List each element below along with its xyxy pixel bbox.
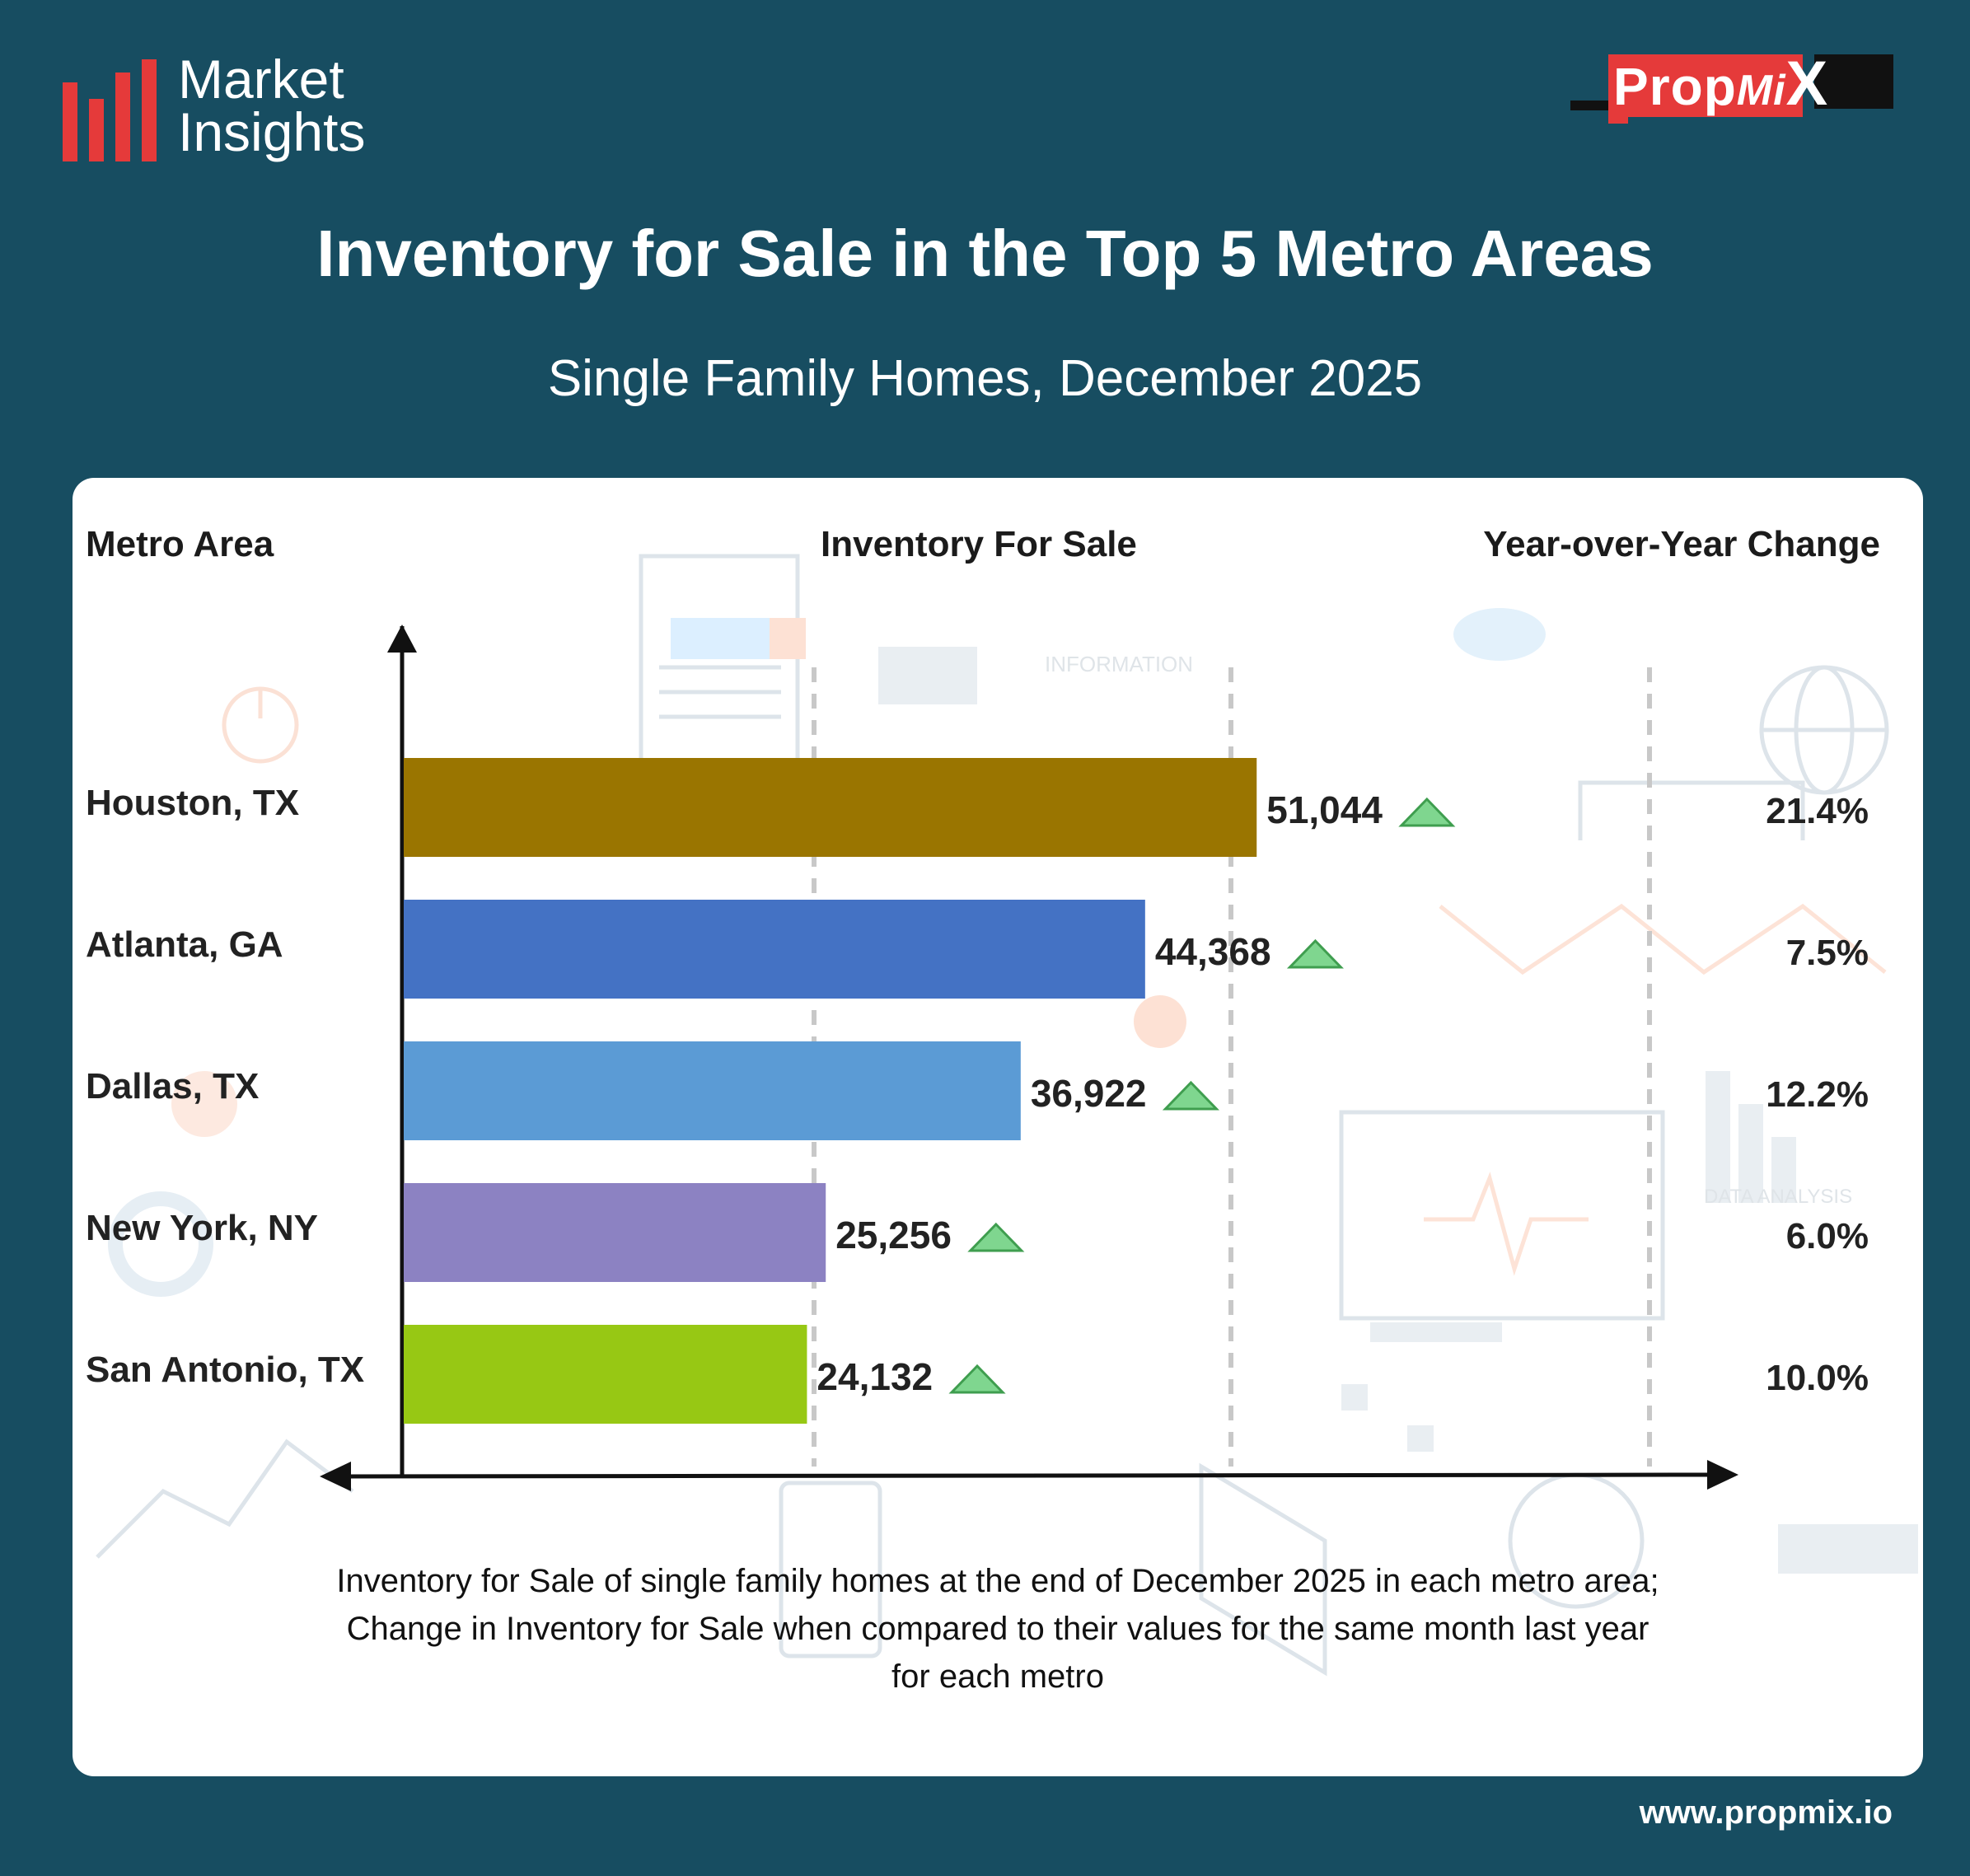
- chart-title: Inventory for Sale in the Top 5 Metro Ar…: [316, 217, 1654, 290]
- logo-red-block: [1608, 54, 1803, 117]
- chart-caption: Inventory for Sale of single family home…: [73, 1557, 1923, 1701]
- logo-red-tick: [1608, 112, 1628, 124]
- trend-up-icon-1: [1398, 797, 1456, 827]
- metro-label-5: San Antonio, TX: [86, 1350, 365, 1390]
- trend-up-icon-2: [1286, 938, 1344, 969]
- bar-chart-logo-icon: [63, 59, 157, 161]
- logo-x: X: [1785, 49, 1829, 119]
- bar-2: [404, 900, 1145, 999]
- x-axis-line: [344, 1472, 1713, 1479]
- logo-wordmark: PropMiX: [1613, 53, 1828, 122]
- caption-line-1: Inventory for Sale of single family home…: [336, 1563, 1659, 1599]
- svg-text:DATA ANALYSIS: DATA ANALYSIS: [1704, 1186, 1852, 1208]
- bar-4: [404, 1183, 826, 1282]
- bar-value-label-5: 24,132: [817, 1355, 934, 1398]
- caption-line-3: for each metro: [891, 1658, 1104, 1695]
- chart-subtitle-text: Single Family Homes, December 2025: [547, 350, 1423, 407]
- brand-line-2: Insights: [178, 101, 366, 162]
- header-metro-area: Metro Area: [86, 524, 274, 564]
- logo-mi: Mi: [1736, 67, 1786, 115]
- brand-name: Market Insights: [178, 49, 366, 162]
- y-axis-arrow-icon: [387, 625, 417, 653]
- trend-up-icon-5: [948, 1364, 1006, 1394]
- footer-url: www.propmix.io: [1639, 1794, 1893, 1831]
- metro-label-4: New York, NY: [86, 1208, 319, 1248]
- x-axis-left-arrow-icon: [320, 1462, 351, 1491]
- metro-label-1: Houston, TX: [86, 783, 300, 823]
- bar-1: [404, 758, 1257, 857]
- metro-label-3: Dallas, TX: [86, 1066, 260, 1106]
- header-yoy-change: Year-over-Year Change: [1483, 524, 1880, 564]
- x-axis-right-arrow-icon: [1707, 1460, 1738, 1490]
- bar-value-label-1: 51,044: [1266, 788, 1383, 831]
- yoy-change-label-2: 7.5%: [1785, 933, 1869, 973]
- yoy-change-label-3: 12.2%: [1766, 1074, 1869, 1115]
- yoy-change-label-5: 10.0%: [1766, 1358, 1869, 1398]
- bar-value-label-4: 25,256: [835, 1214, 952, 1256]
- trend-up-icon-4: [967, 1222, 1025, 1252]
- metro-label-2: Atlanta, GA: [86, 924, 283, 965]
- chart-subtitle: Single Family Homes, December 2025: [0, 349, 1970, 408]
- caption-line-2: Change in Inventory for Sale when compar…: [346, 1611, 1649, 1647]
- svg-text:INFORMATION: INFORMATION: [1045, 652, 1193, 676]
- yoy-change-label-4: 6.0%: [1785, 1216, 1869, 1256]
- header-inventory-for-sale: Inventory For Sale: [821, 524, 1137, 564]
- bar-value-label-2: 44,368: [1154, 930, 1271, 973]
- logo-black-block: [1814, 54, 1893, 109]
- bar-3: [404, 1041, 1021, 1140]
- yoy-change-label-1: 21.4%: [1766, 791, 1869, 831]
- logo-prop: Prop: [1613, 57, 1737, 116]
- chart-card: INFORMATION DATA ANALYSIS Metro Area Inv…: [73, 478, 1923, 1776]
- bar-5: [404, 1325, 807, 1424]
- brand-line-1: Market: [178, 49, 344, 110]
- bar-value-label-3: 36,922: [1030, 1072, 1147, 1115]
- bar-chart: [320, 625, 1738, 1491]
- market-insights-brand: Market Insights: [59, 49, 438, 168]
- infographic-background-icon: INFORMATION DATA ANALYSIS: [96, 554, 1918, 1677]
- propmix-logo: PropMiX: [1570, 53, 1893, 124]
- trend-up-icon-3: [1162, 1080, 1219, 1111]
